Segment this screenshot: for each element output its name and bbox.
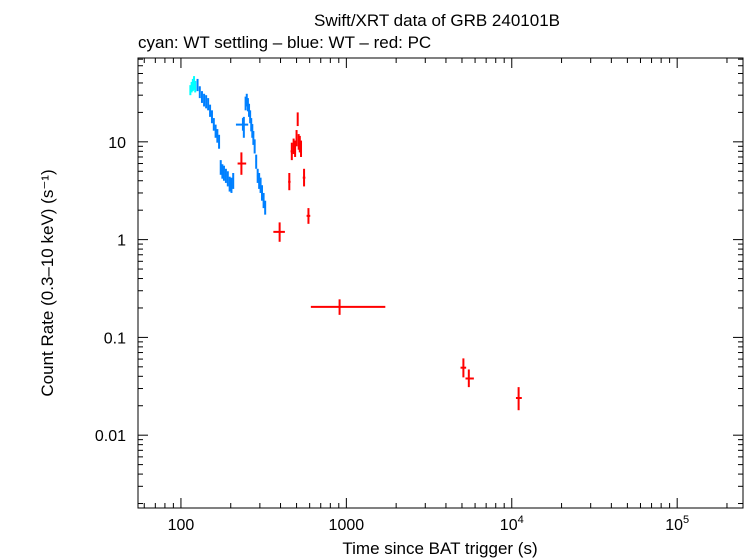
data-point [196, 78, 199, 92]
data-point [203, 93, 206, 107]
x-axis-label: Time since BAT trigger (s) [342, 539, 537, 558]
data-point [262, 192, 265, 209]
y-axis-label: Count Rate (0.3–10 keV) (s⁻¹) [38, 169, 57, 396]
x-tick-label: 1000 [329, 517, 365, 534]
x-tick-label: 104 [500, 514, 524, 534]
data-point [221, 164, 224, 179]
data-point [200, 91, 203, 103]
data-point [216, 129, 219, 143]
data-point [222, 165, 225, 181]
series-pc [237, 112, 522, 411]
data-point [242, 116, 245, 138]
data-point [310, 299, 386, 315]
data-point [205, 95, 208, 109]
y-tick-label: 1 [117, 233, 126, 250]
data-point [210, 110, 213, 124]
data-layer [189, 76, 522, 411]
y-tick-label: 10 [108, 135, 126, 152]
chart-subtitle: cyan: WT settling – blue: WT – red: PC [138, 33, 431, 52]
data-point [288, 173, 291, 191]
x-tick-label: 105 [665, 514, 689, 534]
data-point [249, 110, 252, 124]
data-point [252, 131, 255, 145]
y-tick-label: 0.1 [104, 330, 126, 347]
data-point [218, 134, 221, 149]
x-tick-labels: 100 1000 104 105 [168, 514, 690, 534]
data-point [224, 168, 227, 183]
y-tick-label: 0.01 [95, 428, 126, 445]
series-wt [196, 78, 267, 215]
data-point [214, 124, 217, 138]
data-point [294, 140, 297, 157]
data-point [228, 176, 231, 192]
x-tick-label: 100 [168, 517, 195, 534]
data-point [219, 160, 222, 175]
data-point [515, 387, 522, 411]
data-point [207, 98, 210, 111]
data-point [251, 124, 254, 138]
data-point [198, 86, 201, 99]
data-point [235, 118, 249, 131]
data-point [209, 104, 212, 117]
data-point [296, 112, 299, 127]
data-point [306, 208, 311, 224]
series-wt-settling [189, 76, 197, 96]
data-point [212, 118, 215, 131]
axis-ticks [138, 58, 743, 508]
data-point [226, 171, 229, 187]
data-point [255, 154, 258, 169]
data-point [253, 139, 256, 154]
data-point [194, 80, 197, 93]
chart-title: Swift/XRT data of GRB 240101B [314, 11, 560, 30]
data-point [273, 222, 285, 242]
data-point [264, 200, 267, 215]
data-point [295, 130, 298, 147]
y-tick-labels: 0.01 0.1 1 10 [95, 135, 126, 445]
data-point [230, 177, 233, 193]
data-point [465, 369, 474, 388]
data-point [300, 140, 303, 157]
plot-frame [137, 57, 744, 509]
data-point [302, 168, 306, 187]
data-point [260, 185, 263, 201]
plot-area [189, 76, 522, 411]
data-point [232, 173, 235, 189]
data-point [290, 142, 293, 161]
data-point [237, 152, 247, 175]
data-point [460, 358, 467, 378]
